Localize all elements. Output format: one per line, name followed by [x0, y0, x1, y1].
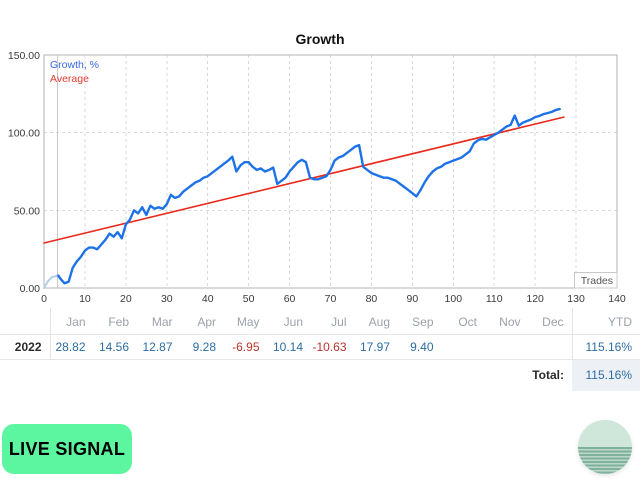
- axis-name-label: Trades: [581, 275, 613, 287]
- axis-name-box: [574, 272, 618, 289]
- x-tick-label: 10: [79, 293, 91, 305]
- month-return-cell: -6.95: [224, 334, 268, 360]
- month-return-cell: [441, 334, 485, 360]
- logo-stripes: [578, 447, 632, 474]
- x-tick-label: 110: [486, 293, 503, 305]
- month-return-cell: -10.63: [311, 334, 355, 360]
- month-column-header: Jun: [283, 315, 303, 329]
- total-value-cell: 115.16%: [572, 359, 640, 391]
- x-tick-label: 90: [407, 293, 419, 305]
- month-column-header: Apr: [197, 315, 216, 329]
- x-tick-label: 130: [567, 293, 585, 305]
- month-column-header: Jan: [66, 315, 86, 329]
- x-tick-label: 0: [41, 293, 47, 305]
- month-column-header: Aug: [368, 315, 390, 329]
- plot-frame: [43, 54, 618, 289]
- month-return-cell: 9.40: [398, 334, 442, 360]
- x-tick-label: 70: [325, 293, 337, 305]
- total-label: Total:: [532, 368, 564, 382]
- month-column-header: Mar: [151, 315, 173, 329]
- month-return-cell: 10.14: [267, 334, 311, 360]
- series-average: [43, 116, 565, 244]
- year-column-header: [0, 308, 51, 335]
- series-growth-: [57, 107, 561, 285]
- x-tick-label: 60: [284, 293, 296, 305]
- month-column-header: Dec: [542, 315, 564, 329]
- horizon-logo-icon: [578, 420, 632, 474]
- month-return-cell: [528, 334, 572, 360]
- month-column-header: Feb: [108, 315, 129, 329]
- monthly-returns-table: Jan Feb Mar Apr May Jun Jul Aug Sep Oct Nov Dec YTD 2…: [0, 308, 640, 391]
- x-tick-label: 20: [120, 293, 132, 305]
- x-tick-label: 40: [202, 293, 214, 305]
- x-tick-label: 120: [526, 293, 544, 305]
- legend-item-1: Average: [50, 73, 89, 85]
- month-column-header: Jul: [331, 315, 347, 329]
- y-tick-label: 150.00: [8, 50, 40, 62]
- month-column-header: Sep: [412, 315, 434, 329]
- ytd-value-cell: 115.16%: [571, 334, 640, 360]
- x-tick-label: 80: [366, 293, 378, 305]
- month-return-cell: 9.28: [180, 334, 224, 360]
- y-tick-label: 50.00: [14, 205, 40, 217]
- month-column-header: Nov: [499, 315, 521, 329]
- month-return-cell: 14.56: [93, 334, 137, 360]
- legend-item-0: Growth, %: [50, 59, 99, 71]
- y-tick-label: 0.00: [20, 283, 41, 295]
- ytd-column-header: YTD: [571, 308, 640, 335]
- x-tick-label: 140: [608, 293, 626, 305]
- x-tick-label: 50: [243, 293, 255, 305]
- month-column-header: May: [236, 315, 260, 329]
- month-return-cell: 17.97: [354, 334, 398, 360]
- month-return-cell: [485, 334, 529, 360]
- month-return-cell: 28.82: [50, 334, 94, 360]
- month-column-header: Oct: [458, 315, 477, 329]
- series-initial-segment: [42, 274, 60, 290]
- x-tick-label: 100: [445, 293, 463, 305]
- y-tick-label: 100.00: [8, 128, 40, 140]
- x-tick-label: 30: [161, 293, 173, 305]
- chart-title: Growth: [295, 31, 345, 47]
- growth-chart: 0 10 20 30 40 50 60 70 80 90 100 110 120 130 140 0.00 50…: [8, 50, 626, 305]
- year-cell: 2022: [0, 334, 51, 360]
- live-signal-button[interactable]: LIVE SIGNAL: [2, 424, 132, 474]
- month-return-cell: 12.87: [137, 334, 181, 360]
